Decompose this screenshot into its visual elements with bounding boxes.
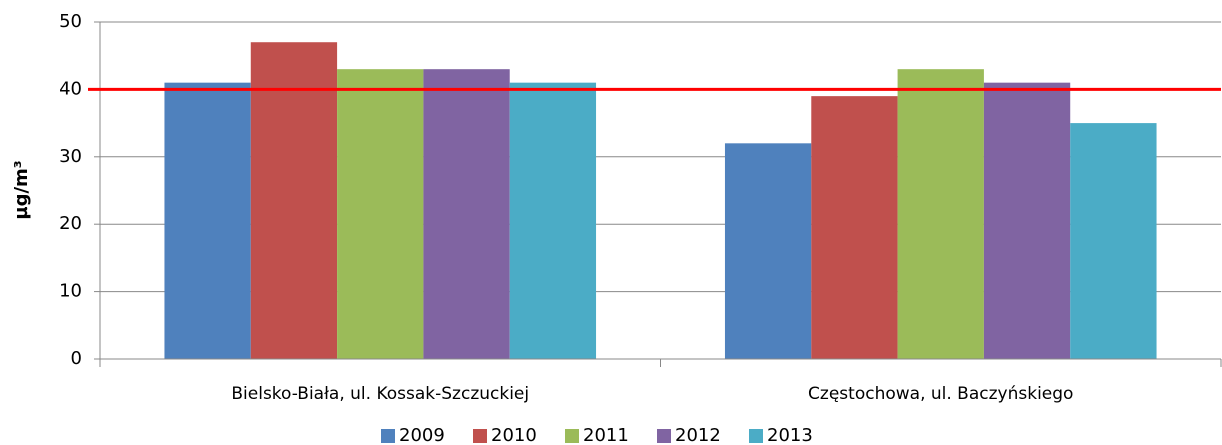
bar <box>983 82 1071 359</box>
bar <box>811 96 898 359</box>
y-tick-label: 30 <box>59 146 82 167</box>
y-axis-label: µg/m³ <box>11 160 32 219</box>
legend-swatch <box>749 429 763 443</box>
y-tick-label: 40 <box>59 78 82 99</box>
legend-label: 2009 <box>399 425 445 445</box>
bar <box>724 143 812 359</box>
y-tick-label: 10 <box>59 281 82 302</box>
bar <box>423 69 510 360</box>
x-tick-label: Bielsko-Biała, ul. Kossak-Szczuckiej <box>231 384 529 404</box>
legend-swatch <box>381 429 395 443</box>
legend-label: 2012 <box>675 425 721 445</box>
legend-label: 2011 <box>583 425 629 445</box>
bar <box>1070 123 1157 359</box>
bar <box>337 69 424 360</box>
y-tick-label: 20 <box>59 213 82 234</box>
legend-swatch <box>565 429 579 443</box>
bar <box>250 42 338 359</box>
bar <box>164 82 251 359</box>
y-tick-label: 50 <box>59 11 82 32</box>
legend-swatch <box>657 429 671 443</box>
legend-swatch <box>473 429 487 443</box>
legend-label: 2013 <box>767 425 813 445</box>
bar <box>509 82 597 359</box>
x-tick-label: Częstochowa, ul. Baczyńskiego <box>808 384 1073 404</box>
bar <box>897 69 984 360</box>
legend-label: 2010 <box>491 425 537 445</box>
y-tick-label: 0 <box>71 348 82 369</box>
